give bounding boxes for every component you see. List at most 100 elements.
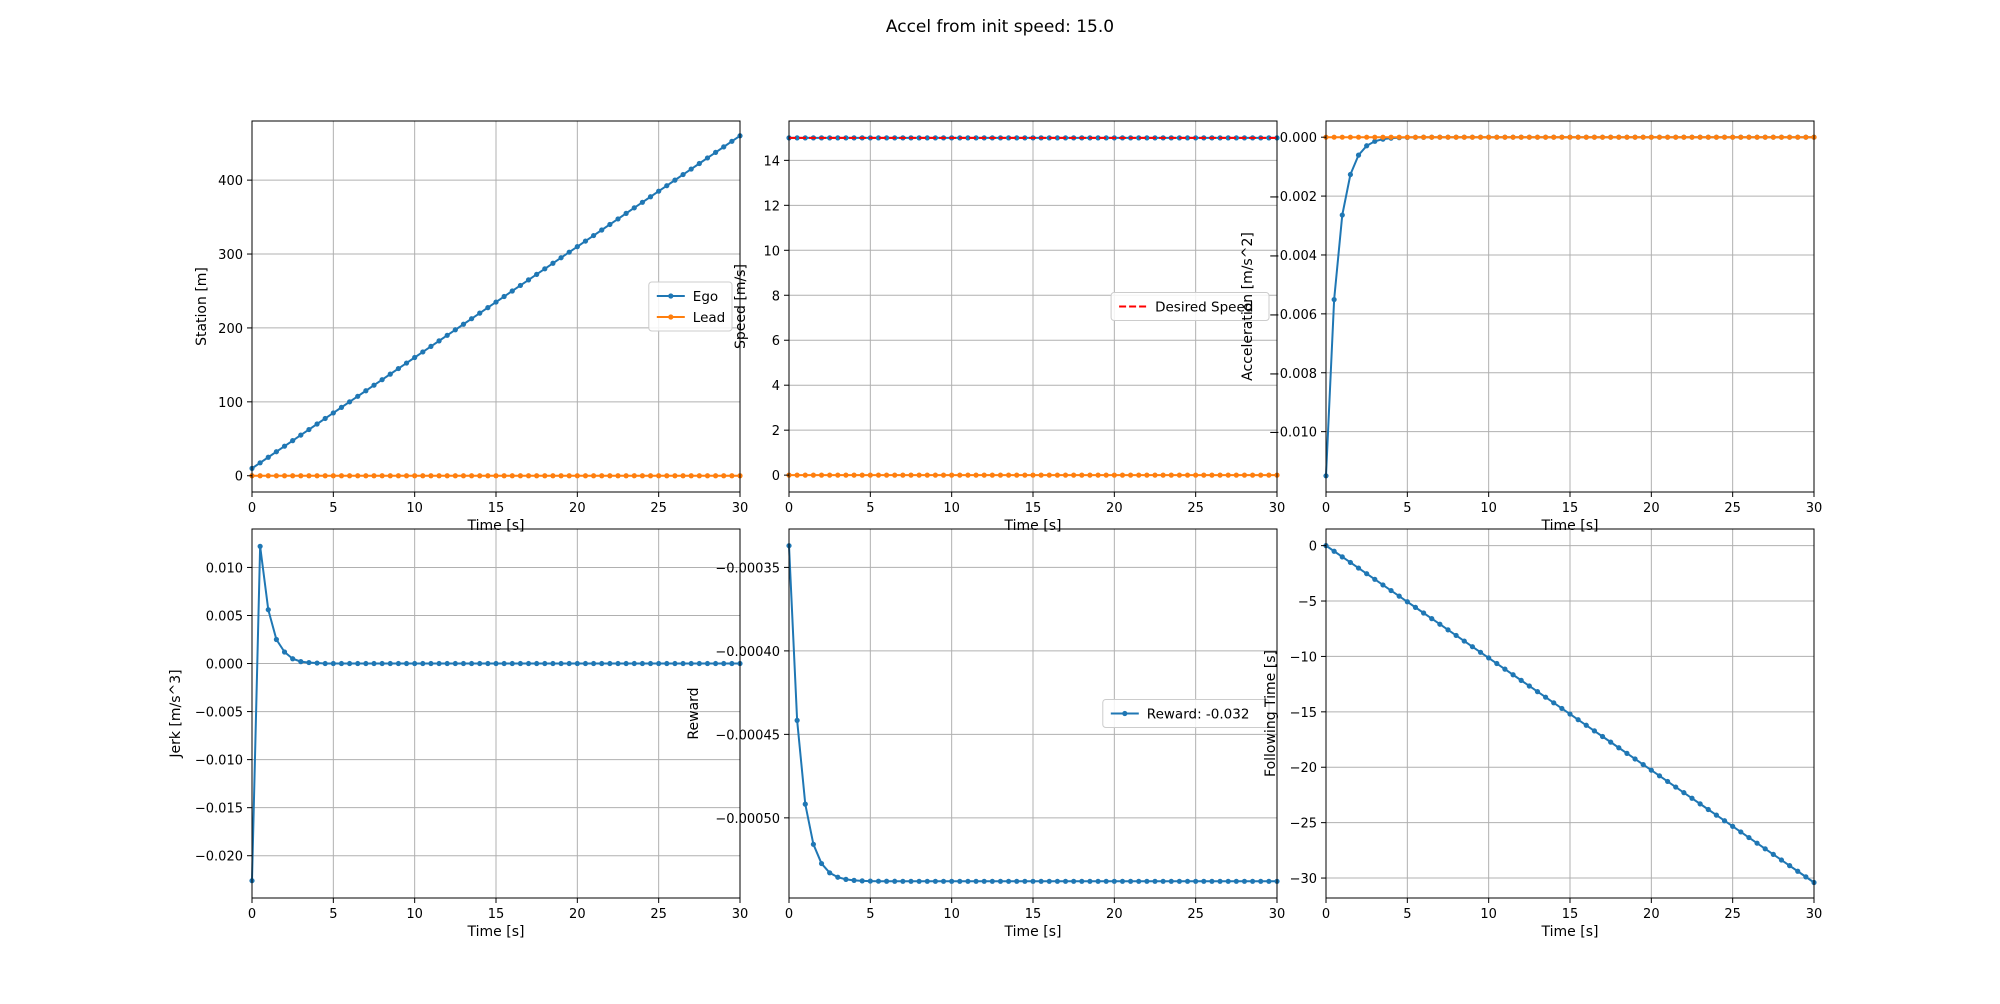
data-point <box>1168 472 1174 478</box>
data-point <box>412 354 418 361</box>
data-point <box>973 878 979 884</box>
data-point <box>574 244 580 250</box>
x-tick-label: 15 <box>488 501 505 516</box>
data-point <box>338 473 345 479</box>
data-point <box>1681 790 1687 796</box>
data-point <box>843 472 849 478</box>
data-point <box>696 473 702 479</box>
data-point <box>1526 683 1532 689</box>
y-tick-label: 4 <box>772 379 780 394</box>
data-point <box>680 473 686 479</box>
data-point <box>713 660 719 667</box>
data-point <box>582 238 589 244</box>
y-axis-label: Acceleration [m/s^2] <box>1240 232 1256 381</box>
y-tick-label: −0.010 <box>195 754 243 769</box>
data-point <box>1266 472 1272 478</box>
data-point <box>672 177 678 183</box>
x-tick-label: 5 <box>866 907 874 922</box>
data-point <box>444 332 450 338</box>
data-point <box>273 636 279 643</box>
data-point <box>257 543 263 549</box>
data-point <box>1071 878 1077 884</box>
data-point <box>1372 134 1378 140</box>
data-point <box>501 293 507 300</box>
data-point <box>542 473 548 479</box>
data-point <box>1534 134 1541 140</box>
x-tick-label: 30 <box>1806 501 1823 516</box>
data-point <box>1502 666 1508 672</box>
data-point <box>582 473 589 479</box>
x-tick-label: 30 <box>1269 501 1286 516</box>
data-point <box>1054 135 1060 141</box>
x-tick-label: 10 <box>1480 907 1497 922</box>
data-point <box>493 299 499 305</box>
y-tick-label: 6 <box>772 334 780 349</box>
data-point <box>729 660 735 667</box>
data-point <box>485 660 491 667</box>
data-point <box>932 472 939 478</box>
data-point <box>1803 874 1809 880</box>
data-point <box>892 472 898 478</box>
x-axis-label: Time [s] <box>467 518 525 534</box>
x-tick-label: 25 <box>1724 501 1741 516</box>
data-point <box>558 255 564 261</box>
data-point <box>1412 134 1419 140</box>
data-point <box>1494 660 1500 667</box>
data-point <box>1461 638 1467 644</box>
data-point <box>1006 135 1012 141</box>
data-point <box>1331 548 1337 554</box>
data-point <box>1128 878 1134 884</box>
y-tick-label: −0.015 <box>195 802 243 817</box>
data-point <box>1583 134 1589 140</box>
y-tick-label: −10 <box>1290 650 1317 665</box>
data-point <box>1396 593 1402 599</box>
data-point <box>704 155 711 161</box>
subplot-acceleration: 0 5 10 15 20 25 30 −0.010 −0.008 −0.006 −0.004 −0.0… <box>1240 120 1823 534</box>
data-point <box>1567 711 1573 717</box>
data-point <box>1713 812 1719 818</box>
data-point <box>1795 134 1801 140</box>
data-point <box>1721 134 1728 140</box>
legend-label: Desired Speed <box>1155 300 1253 316</box>
data-point <box>1754 840 1760 846</box>
legend-box <box>1110 292 1270 321</box>
y-axis-label: Speed [m/s] <box>733 264 749 349</box>
data-point <box>395 473 401 479</box>
x-tick-label: 5 <box>1403 501 1411 516</box>
x-axis-label: Time [s] <box>1541 924 1599 940</box>
data-point <box>1184 878 1191 884</box>
data-point <box>574 473 580 479</box>
data-point <box>1372 576 1378 582</box>
data-point <box>1038 878 1044 884</box>
y-tick-label: 300 <box>218 248 243 263</box>
data-point <box>1762 134 1768 140</box>
x-tick-label: 5 <box>866 501 874 516</box>
data-point <box>1640 134 1646 140</box>
data-point <box>647 473 654 479</box>
x-tick-label: 0 <box>248 907 256 922</box>
data-point <box>1738 134 1744 140</box>
data-point <box>1079 878 1085 884</box>
data-point <box>1258 472 1264 478</box>
data-point <box>989 472 995 478</box>
data-point <box>713 473 719 479</box>
data-point <box>1445 134 1451 140</box>
data-point <box>1469 644 1475 650</box>
data-point <box>1103 135 1109 141</box>
data-point <box>542 660 548 667</box>
data-point <box>566 249 572 255</box>
data-point <box>1331 296 1337 303</box>
y-tick-label: 0.010 <box>206 561 243 576</box>
data-point <box>1168 878 1174 884</box>
data-point <box>794 472 800 478</box>
data-point <box>884 878 890 884</box>
data-point <box>1193 878 1199 884</box>
legend-marker <box>668 314 674 320</box>
data-point <box>1673 784 1679 790</box>
y-tick-label: 0.005 <box>206 609 243 624</box>
data-point <box>1469 134 1475 140</box>
x-tick-label: 20 <box>569 907 586 922</box>
x-tick-label: 0 <box>785 907 793 922</box>
data-point <box>623 660 629 667</box>
data-point <box>265 454 271 460</box>
